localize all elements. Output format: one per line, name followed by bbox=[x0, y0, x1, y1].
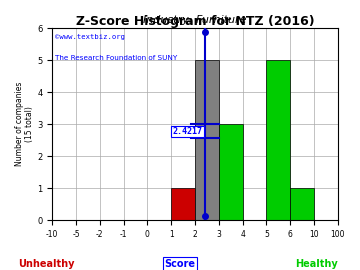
Bar bbox=[290, 188, 314, 220]
Title: Z-Score Histogram for NTZ (2016): Z-Score Histogram for NTZ (2016) bbox=[76, 15, 314, 28]
Text: 2.4217: 2.4217 bbox=[173, 127, 203, 136]
Text: Healthy: Healthy bbox=[296, 259, 338, 269]
Text: Unhealthy: Unhealthy bbox=[19, 259, 75, 269]
Text: The Research Foundation of SUNY: The Research Foundation of SUNY bbox=[55, 55, 177, 61]
Bar bbox=[171, 188, 195, 220]
Bar bbox=[195, 60, 219, 220]
Y-axis label: Number of companies
(15 total): Number of companies (15 total) bbox=[15, 82, 35, 166]
Text: Industry: Furniture: Industry: Furniture bbox=[143, 15, 247, 25]
Text: ©www.textbiz.org: ©www.textbiz.org bbox=[55, 34, 125, 40]
Text: Score: Score bbox=[165, 259, 195, 269]
Bar bbox=[266, 60, 290, 220]
Bar bbox=[219, 124, 243, 220]
